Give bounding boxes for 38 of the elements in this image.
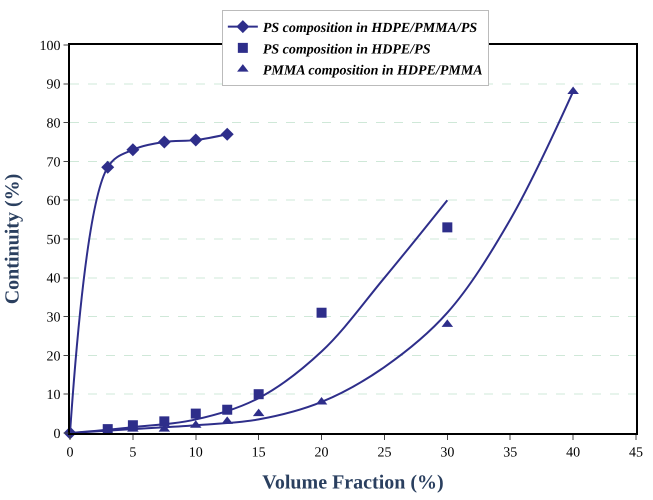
point: [254, 389, 264, 400]
point: [159, 416, 170, 426]
x-tick-label: 25: [377, 446, 392, 461]
point: [101, 160, 114, 174]
y-tick-label: 20: [46, 349, 60, 364]
y-tick-label: 90: [46, 78, 60, 93]
x-tick-label: 35: [503, 446, 518, 461]
x-tick-label: 40: [566, 446, 580, 461]
point: [102, 424, 113, 434]
x-axis-title: Volume Fraction (%): [262, 472, 444, 494]
x-tick-label: 10: [188, 446, 203, 461]
y-tick-label: 10: [46, 388, 60, 404]
x-tick-label: 45: [629, 446, 643, 461]
point: [316, 308, 327, 318]
x-tick-label: 30: [440, 446, 454, 461]
legend-label: PS composition in HDPE/PS: [262, 42, 431, 58]
y-tick-label: 100: [39, 38, 60, 54]
legend-label: PMMA composition in HDPE/PMMA: [262, 64, 483, 79]
y-tick-label: 70: [46, 155, 60, 170]
legend-label: PS composition in HDPE/PMMA/PS: [262, 21, 478, 36]
point: [222, 404, 232, 415]
x-tick-label: 15: [252, 446, 266, 461]
point: [442, 222, 452, 232]
x-tick-label: 5: [129, 446, 136, 461]
x-tick-label: 0: [66, 446, 74, 461]
point: [158, 136, 171, 148]
y-tick-label: 60: [46, 194, 60, 210]
y-tick-label: 80: [46, 116, 60, 132]
point: [126, 143, 140, 156]
y-tick-label: 30: [46, 310, 60, 326]
y-axis-title: Continuity (%): [1, 174, 24, 304]
y-tick-label: 50: [46, 232, 60, 248]
point: [220, 128, 234, 141]
point: [189, 134, 202, 147]
y-tick-label: 40: [46, 272, 60, 287]
point: [190, 408, 201, 419]
y-tick-label: 0: [53, 426, 60, 442]
x-tick-label: 20: [314, 446, 329, 461]
